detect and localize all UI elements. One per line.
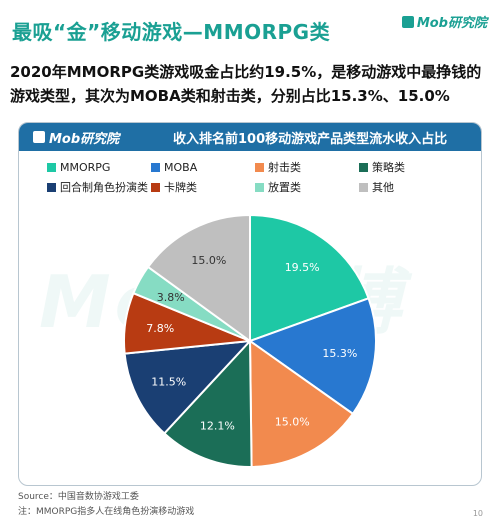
brand-logo: Mob研究院 bbox=[401, 12, 487, 31]
legend-item: MMORPG bbox=[47, 159, 151, 175]
legend-label: 策略类 bbox=[372, 161, 405, 174]
legend-label: MOBA bbox=[164, 160, 198, 174]
legend-item: 策略类 bbox=[359, 159, 463, 175]
legend-swatch bbox=[255, 182, 264, 192]
chart-title: 收入排名前100移动游戏产品类型流水收入占比 bbox=[173, 131, 448, 147]
panel-logo-icon bbox=[33, 131, 45, 143]
page-number: 10 bbox=[472, 509, 483, 518]
legend-label: 回合制角色扮演类 bbox=[60, 181, 148, 194]
legend-label: 其他 bbox=[372, 181, 394, 194]
chart-panel-header: Mob研究院 收入排名前100移动游戏产品类型流水收入占比 bbox=[19, 123, 481, 151]
legend-swatch bbox=[47, 182, 56, 192]
source-notes: Source：中国音数协游戏工委 注：MMORPG指多人在线角色扮演移动游戏 bbox=[18, 490, 194, 520]
logo-icon bbox=[401, 15, 414, 28]
legend-label: 放置类 bbox=[268, 181, 301, 194]
legend-swatch bbox=[151, 182, 160, 192]
panel-logo-text: Mob研究院 bbox=[49, 131, 120, 147]
legend-item: 射击类 bbox=[255, 159, 359, 175]
pie-chart: 19.5% 15.3% 15.0% 12.1% 11.5% 7.8% 3.8% 15.0% bbox=[123, 213, 377, 469]
slice-label: 7.8% bbox=[146, 322, 174, 335]
subtitle: 2020年MMORPG类游戏吸金占比约19.5%，是移动游戏中最挣钱的游戏类型，… bbox=[10, 63, 482, 105]
pie-slice bbox=[248, 339, 355, 469]
legend-item: 回合制角色扮演类 bbox=[47, 179, 151, 195]
slice-label: 15.3% bbox=[322, 347, 357, 360]
legend-swatch bbox=[255, 162, 264, 172]
legend-label: 射击类 bbox=[268, 161, 301, 174]
slice-label: 15.0% bbox=[191, 254, 226, 267]
slice-label: 15.0% bbox=[275, 415, 310, 428]
legend-label: 卡牌类 bbox=[164, 181, 197, 194]
legend-item: 放置类 bbox=[255, 179, 359, 195]
pie-slice bbox=[146, 213, 251, 343]
slice-label: 3.8% bbox=[157, 291, 185, 304]
source-text: Source：中国音数协游戏工委 bbox=[18, 492, 139, 502]
page-title: 最吸“金”移动游戏—MMORPG类 bbox=[12, 20, 331, 44]
legend-item: 其他 bbox=[359, 179, 463, 195]
legend-item: MOBA bbox=[151, 159, 255, 175]
legend-swatch bbox=[359, 182, 368, 192]
legend-item: 卡牌类 bbox=[151, 179, 255, 195]
slice-label: 12.1% bbox=[200, 420, 235, 433]
slice-label: 11.5% bbox=[151, 375, 186, 388]
legend-swatch bbox=[359, 162, 368, 172]
chart-legend: MMORPG MOBA 射击类 策略类回合制角色扮演类 卡牌类 放置类 其他 bbox=[47, 159, 467, 195]
pie-slice bbox=[247, 297, 377, 416]
panel-logo: Mob研究院 bbox=[19, 128, 163, 147]
pie-slice bbox=[123, 339, 253, 435]
pie-slice bbox=[162, 338, 253, 468]
logo-text: Mob研究院 bbox=[416, 16, 487, 31]
legend-label: MMORPG bbox=[60, 160, 111, 174]
slice-label: 19.5% bbox=[285, 261, 320, 274]
chart-panel: Mob研究院 收入排名前100移动游戏产品类型流水收入占比 Mob 袤博 MMO… bbox=[18, 122, 482, 486]
legend-swatch bbox=[151, 162, 160, 172]
note-text: 注：MMORPG指多人在线角色扮演移动游戏 bbox=[18, 507, 195, 517]
pie-slice bbox=[249, 213, 370, 343]
legend-swatch bbox=[47, 162, 56, 172]
